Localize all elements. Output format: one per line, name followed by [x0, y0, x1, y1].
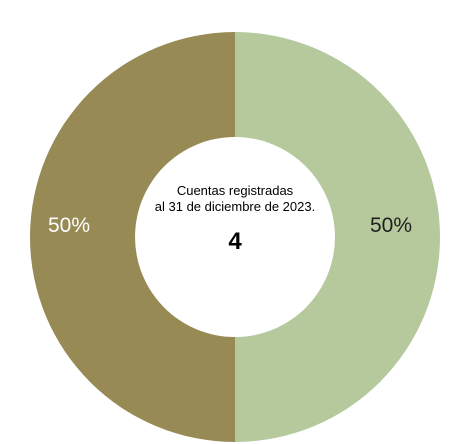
slice-label-right: 50% — [370, 214, 413, 237]
center-caption: Cuentas registradas al 31 de diciembre d… — [125, 183, 345, 215]
center-caption-line-2: al 31 de diciembre de 2023. — [154, 199, 316, 214]
donut-slices — [30, 32, 440, 442]
slice-label-left: 50% — [48, 214, 91, 237]
center-caption-line-1: Cuentas registradas — [176, 183, 294, 198]
donut-slice-1 — [235, 32, 440, 442]
donut-slice-2 — [30, 32, 235, 442]
center-total-value: 4 — [228, 228, 242, 255]
